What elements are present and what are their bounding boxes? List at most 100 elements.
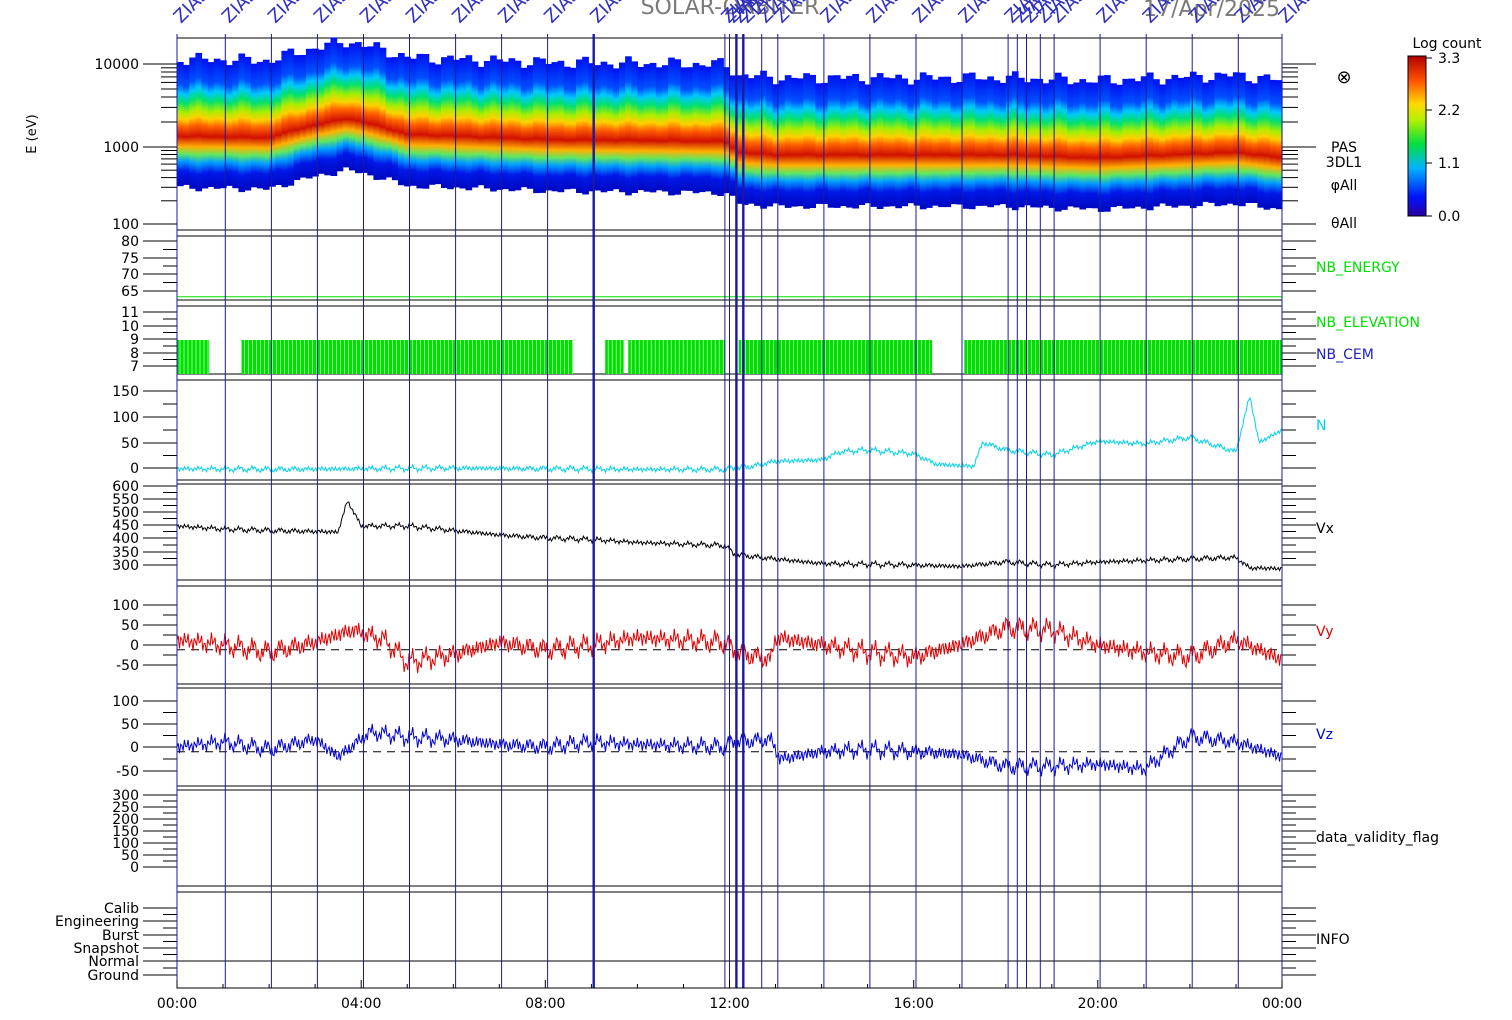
spectrogram-column xyxy=(483,61,491,189)
event-marker-label: ZIAS xyxy=(402,0,446,28)
spectrogram-column xyxy=(477,66,485,186)
date-title: 17/Apr/2025 xyxy=(1143,0,1280,22)
spectrogram-column xyxy=(1263,74,1271,210)
y-tick-label: Calib xyxy=(104,901,139,917)
spectrogram-side-label: θAll xyxy=(1331,216,1357,232)
spectrogram-side-label: PAS xyxy=(1331,140,1357,156)
colorbar-tick-label: 3.3 xyxy=(1438,51,1460,67)
spectrogram-column xyxy=(1239,72,1246,207)
spectrogram-column xyxy=(1251,83,1258,203)
spectrogram-column xyxy=(183,64,190,185)
panel-label: N xyxy=(1316,418,1326,434)
y-tick-label: 65 xyxy=(121,284,139,300)
spectrogram-column xyxy=(453,59,460,188)
spectrogram-column xyxy=(655,67,663,191)
spectrogram-column xyxy=(1036,78,1044,208)
y-tick-label: 250 xyxy=(112,800,139,816)
y-tick-label: 100 xyxy=(112,598,139,614)
spectrogram-ylabel: E (eV) xyxy=(25,114,40,153)
spectrogram-column xyxy=(1171,74,1179,208)
spectrogram-column xyxy=(1140,76,1148,209)
spectrogram-column xyxy=(919,72,927,210)
y-tick-label: 0 xyxy=(130,638,139,654)
spectrogram-column xyxy=(1257,76,1265,208)
spectrogram-column xyxy=(1079,79,1087,210)
spectrogram-column xyxy=(1202,82,1209,202)
spectrogram-column xyxy=(490,55,497,192)
spectrogram-side-label: 3DL1 xyxy=(1326,155,1362,171)
spectrogram-column xyxy=(1061,76,1068,210)
y-tick-label: Ground xyxy=(88,968,140,984)
y-tick-label: Snapshot xyxy=(74,941,140,957)
spectrogram-side-label: φAll xyxy=(1331,178,1358,194)
spectrogram-column xyxy=(262,59,270,190)
y-tick-label: 80 xyxy=(121,234,139,250)
panel-label: Vx xyxy=(1316,521,1334,537)
nb-elevation-block xyxy=(605,340,624,374)
spectrogram-column xyxy=(1165,79,1173,206)
event-marker-label: ZIAS xyxy=(817,0,861,28)
spectrogram-column xyxy=(925,75,933,208)
spectrogram-column xyxy=(1183,76,1191,206)
spectrogram-column xyxy=(471,61,479,188)
spectrogram-column xyxy=(1220,73,1228,206)
spectrogram-column xyxy=(674,59,681,195)
spectrogram-column xyxy=(1067,84,1074,207)
spectrogram-column xyxy=(625,56,632,196)
time-tick-label: 00:00 xyxy=(157,996,197,1012)
spectrogram-column xyxy=(981,79,988,206)
spectrogram-column xyxy=(809,74,816,209)
y-tick-label: 150 xyxy=(112,384,139,400)
spectrogram-column xyxy=(287,48,295,186)
y-tick-label: Normal xyxy=(88,954,139,970)
spectrogram-column xyxy=(600,61,608,193)
spectrogram-column xyxy=(993,80,1001,206)
event-marker-label: ZIAS xyxy=(264,0,308,28)
spectrogram-column xyxy=(238,53,246,193)
spectrogram-column xyxy=(539,58,546,193)
nb-elevation-block xyxy=(738,340,933,374)
spectrogram-column xyxy=(385,57,393,178)
spectrogram-column xyxy=(342,47,350,168)
time-tick-label: 12:00 xyxy=(709,996,749,1012)
spectrogram-column xyxy=(1269,79,1277,209)
spectrogram-column xyxy=(545,63,552,191)
spectrogram-column xyxy=(404,56,411,187)
panel-label: Vz xyxy=(1316,727,1333,743)
spectrogram-column xyxy=(428,62,436,185)
time-tick-label: 08:00 xyxy=(525,996,565,1012)
spectrogram-column xyxy=(1214,72,1222,207)
spectrogram-column xyxy=(889,78,896,207)
spectrogram-column xyxy=(637,67,645,191)
spectrogram-column xyxy=(410,58,417,186)
event-marker-label: ZIAS xyxy=(586,0,630,28)
y-tick-label: 50 xyxy=(121,436,139,452)
spectrogram-column xyxy=(551,62,559,192)
panel-label: INFO xyxy=(1316,932,1350,948)
spectrogram-column xyxy=(312,48,319,177)
spectrogram-column xyxy=(213,58,221,189)
y-tick-label: 11 xyxy=(121,305,139,321)
y-tick-label: 50 xyxy=(121,618,139,634)
y-tick-label: 200 xyxy=(112,812,139,828)
y-tick-label: 400 xyxy=(112,531,139,547)
spectrogram-column xyxy=(1232,72,1240,206)
spectrogram-column xyxy=(778,80,786,206)
spectrogram-column xyxy=(293,55,301,180)
y-tick-label: 50 xyxy=(121,717,139,733)
spectrogram-column xyxy=(852,74,859,209)
nb-elevation-block xyxy=(241,340,573,374)
spectrogram-column xyxy=(698,65,706,193)
spectrogram-column xyxy=(1011,71,1019,211)
spectrogram-column xyxy=(668,57,675,196)
energy-tick-label: 1000 xyxy=(103,140,139,156)
spectrogram-column xyxy=(735,75,743,204)
spectrogram-column xyxy=(361,46,368,173)
panel-label: NB_ENERGY xyxy=(1316,260,1400,276)
spectrogram-column xyxy=(220,60,227,189)
spectrogram-column xyxy=(784,75,792,208)
spectrogram-column xyxy=(189,57,196,189)
spectrogram-column xyxy=(827,75,835,208)
spectrogram-column xyxy=(520,67,528,188)
